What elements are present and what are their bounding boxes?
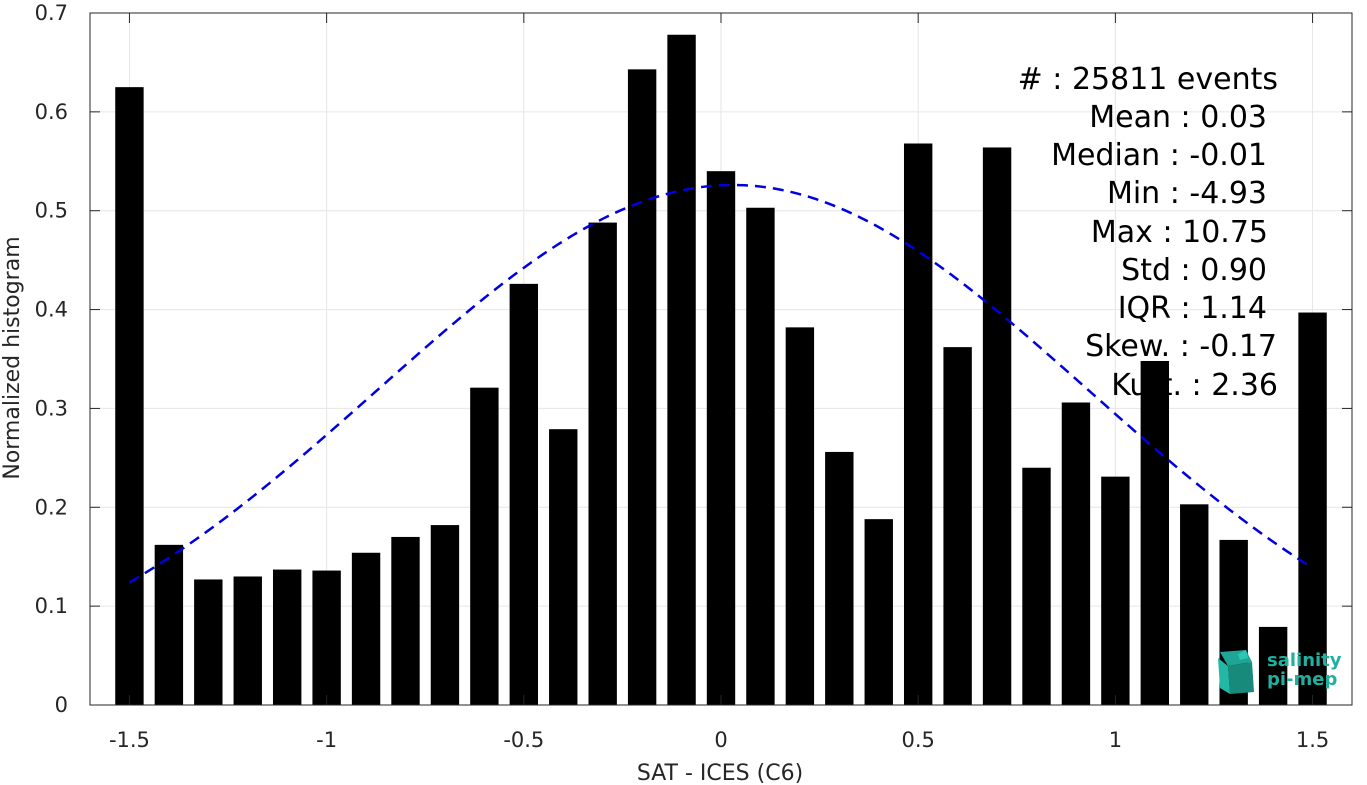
stat-kurtosis: Kurt. : 2.36 — [1111, 368, 1278, 403]
y-tick-label-5: 0.5 — [35, 199, 68, 223]
axes — [89, 12, 1353, 706]
y-tick-label-0: 0 — [55, 693, 68, 717]
logo-text-pimep: pi-mep — [1267, 669, 1337, 690]
histogram-bar-8 — [430, 525, 460, 705]
histogram-bar-18 — [825, 451, 854, 705]
histogram-bar-25 — [1101, 476, 1130, 705]
histogram-bar-12 — [588, 222, 617, 705]
histogram-bar-2 — [194, 579, 223, 705]
histogram-bar-30 — [1298, 312, 1327, 705]
stat-events: # : 25811 events — [1018, 62, 1278, 97]
histogram-bar-4 — [272, 569, 302, 705]
histogram-bar-21 — [943, 347, 972, 705]
x-tick-label-1: -1 — [316, 728, 337, 752]
histogram-bar-20 — [903, 143, 933, 705]
salinity-pimep-logo: salinity pi-mep — [1218, 650, 1342, 694]
logo-cube-icon — [1218, 650, 1254, 694]
stat-min: Min : -4.93 — [1107, 176, 1267, 211]
histogram-bar-19 — [864, 519, 893, 705]
histogram-bar-17 — [785, 327, 815, 705]
histogram-bar-24 — [1061, 402, 1091, 705]
x-axis-label: SAT - ICES (C6) — [637, 761, 803, 785]
histogram-bar-0 — [115, 87, 144, 705]
y-tick-label-4: 0.4 — [35, 298, 68, 322]
histogram-bar-27 — [1180, 504, 1209, 705]
gaussian-fit-line — [128, 183, 1314, 584]
histogram-bar-6 — [351, 552, 381, 705]
y-tick-label-6: 0.6 — [35, 100, 68, 124]
histogram-bar-11 — [549, 429, 578, 705]
histogram-bar-7 — [391, 536, 420, 705]
x-tick-label-0: -1.5 — [109, 728, 150, 752]
y-tick-labels: 0 0.1 0.2 0.3 0.4 0.5 0.6 0.7 — [35, 1, 68, 717]
logo-text-salinity: salinity — [1267, 650, 1342, 671]
stat-median: Median : -0.01 — [1051, 138, 1267, 173]
statistics-box: # : 25811 events Mean : 0.03 Median : -0… — [1018, 62, 1278, 403]
stat-mean: Mean : 0.03 — [1089, 100, 1267, 135]
x-tick-labels: -1.5 -1 -0.5 0 0.5 1 1.5 — [109, 728, 1329, 752]
histogram-bar-23 — [1022, 467, 1051, 705]
gaussian-fit — [128, 183, 1314, 584]
histogram-bar-29 — [1258, 626, 1288, 705]
histogram-bar-5 — [312, 570, 341, 705]
histogram-bar-16 — [746, 207, 775, 705]
histogram-bar-1 — [154, 544, 184, 705]
y-tick-label-2: 0.2 — [35, 495, 68, 519]
x-tick-label-4: 0.5 — [901, 728, 934, 752]
x-tick-label-2: -0.5 — [503, 728, 544, 752]
stat-std: Std : 0.90 — [1121, 253, 1267, 288]
y-tick-label-3: 0.3 — [35, 396, 68, 420]
histogram-bar-22 — [982, 147, 1012, 706]
histogram-bar-10 — [509, 283, 539, 705]
bars — [115, 34, 1327, 706]
histogram-bar-13 — [627, 69, 657, 705]
histogram-bar-3 — [233, 576, 262, 705]
stat-iqr: IQR : 1.14 — [1118, 291, 1267, 326]
stat-max: Max : 10.75 — [1091, 215, 1268, 250]
histogram-bar-14 — [667, 34, 696, 705]
x-tick-label-6: 1.5 — [1296, 728, 1329, 752]
y-tick-label-1: 0.1 — [35, 594, 68, 618]
histogram-bar-9 — [470, 387, 499, 705]
histogram-bar-26 — [1140, 360, 1170, 705]
stat-skewness: Skew. : -0.17 — [1085, 329, 1277, 364]
histogram-bar-15 — [706, 171, 736, 705]
y-tick-label-7: 0.7 — [35, 1, 68, 25]
x-tick-label-3: 0 — [714, 728, 727, 752]
x-tick-label-5: 1 — [1109, 728, 1122, 752]
y-axis-label: Normalized histogram — [0, 236, 25, 479]
